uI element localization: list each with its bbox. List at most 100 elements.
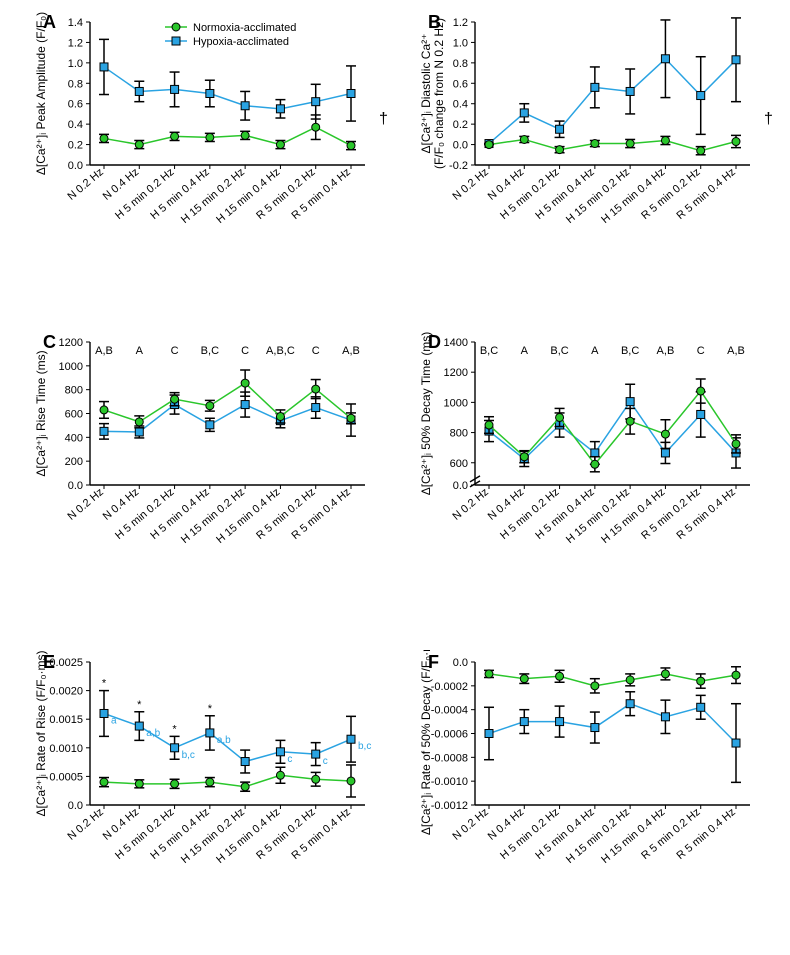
y-tick-label: -0.0004 bbox=[431, 705, 468, 717]
svg-text:H 15 min 0.4 Hz: H 15 min 0.4 Hz bbox=[599, 806, 667, 866]
marker-circle bbox=[520, 135, 528, 143]
group-letter: A,B,C bbox=[266, 345, 295, 357]
y-tick-label: 600 bbox=[450, 458, 468, 470]
svg-text:(F/F₀ change from N 0.2 Hz): (F/F₀ change from N 0.2 Hz) bbox=[432, 18, 446, 169]
marker-circle bbox=[100, 778, 108, 786]
marker-circle bbox=[135, 418, 143, 426]
sig-star: * bbox=[102, 678, 107, 690]
y-tick-label: -0.0002 bbox=[431, 681, 468, 693]
svg-text:Δ[Ca²⁺]ᵢ 50% Decay Time (ms): Δ[Ca²⁺]ᵢ 50% Decay Time (ms) bbox=[420, 332, 433, 496]
svg-text:H 15 min 0.2 Hz: H 15 min 0.2 Hz bbox=[564, 486, 632, 546]
dagger-annot: † bbox=[764, 111, 773, 128]
y-tick-label: 1000 bbox=[59, 361, 83, 373]
marker-square bbox=[661, 55, 669, 63]
y-tick-label: 0.0 bbox=[453, 140, 468, 152]
y-tick-label: 0.0015 bbox=[49, 714, 83, 726]
svg-text:H 15 min 0.2 Hz: H 15 min 0.2 Hz bbox=[179, 486, 247, 546]
marker-square bbox=[591, 83, 599, 91]
marker-circle bbox=[485, 670, 493, 678]
marker-circle bbox=[520, 675, 528, 683]
legend-marker bbox=[172, 23, 180, 31]
y-tick-label: 0.0 bbox=[68, 480, 83, 492]
marker-square bbox=[347, 90, 355, 98]
marker-circle bbox=[591, 460, 599, 468]
y-tick-label: 0.6 bbox=[453, 78, 468, 90]
marker-square bbox=[312, 98, 320, 106]
y-tick-label: 0.0020 bbox=[49, 686, 83, 698]
marker-circle bbox=[276, 141, 284, 149]
svg-text:H 15 min 0.2 Hz: H 15 min 0.2 Hz bbox=[179, 806, 247, 866]
series-line bbox=[489, 59, 736, 144]
marker-circle bbox=[556, 413, 564, 421]
marker-circle bbox=[312, 123, 320, 131]
group-letter: A bbox=[591, 345, 599, 357]
svg-text:H 15 min 0.2 Hz: H 15 min 0.2 Hz bbox=[564, 806, 632, 866]
panel-b: B-0.20.00.20.40.60.81.01.2Δ[Ca²⁺]ᵢ Diast… bbox=[420, 10, 790, 315]
marker-circle bbox=[276, 771, 284, 779]
marker-circle bbox=[241, 379, 249, 387]
marker-circle bbox=[732, 440, 740, 448]
y-tick-label: 0.2 bbox=[68, 140, 83, 152]
sig-star: * bbox=[137, 699, 142, 711]
marker-circle bbox=[626, 417, 634, 425]
panel-c: C0.020040060080010001200Δ[Ca²⁺]ᵢ Rise Ti… bbox=[35, 330, 430, 635]
group-letter: A,B bbox=[342, 345, 360, 357]
marker-circle bbox=[135, 780, 143, 788]
svg-text:Δ[Ca²⁺]ᵢ Rate of Rise (F/F₀·ms: Δ[Ca²⁺]ᵢ Rate of Rise (F/F₀·ms) bbox=[35, 651, 48, 817]
svg-text:Δ[Ca²⁺]ᵢ Rise Time (ms): Δ[Ca²⁺]ᵢ Rise Time (ms) bbox=[35, 350, 48, 476]
svg-text:H 15 min 0.4 Hz: H 15 min 0.4 Hz bbox=[214, 806, 282, 866]
post-hoc-letter: a bbox=[111, 715, 117, 726]
post-hoc-letter: b,c bbox=[182, 750, 195, 761]
y-tick-label: -0.2 bbox=[449, 160, 468, 172]
marker-circle bbox=[312, 775, 320, 783]
marker-square bbox=[171, 85, 179, 93]
marker-square bbox=[276, 105, 284, 113]
group-letter: C bbox=[171, 345, 179, 357]
marker-circle bbox=[241, 131, 249, 139]
group-letter: C bbox=[241, 345, 249, 357]
marker-square bbox=[661, 713, 669, 721]
y-axis-title: Δ[Ca²⁺]ᵢ Rate of Rise (F/F₀·ms) bbox=[35, 651, 48, 817]
marker-square bbox=[591, 449, 599, 457]
marker-square bbox=[206, 90, 214, 98]
x-tick-label: H 15 min 0.4 Hz bbox=[599, 486, 667, 546]
marker-circle bbox=[347, 142, 355, 150]
y-tick-label: 0.4 bbox=[68, 119, 83, 131]
marker-circle bbox=[100, 406, 108, 414]
x-tick-label: H 15 min 0.2 Hz bbox=[179, 486, 247, 546]
group-letter: B,C bbox=[550, 345, 568, 357]
panel-a: A0.00.20.40.60.81.01.21.4Δ[Ca²⁺]ᵢ Peak A… bbox=[35, 10, 430, 315]
y-tick-label: 1.0 bbox=[453, 37, 468, 49]
group-letter: A,B bbox=[657, 345, 675, 357]
marker-square bbox=[556, 125, 564, 133]
post-hoc-letter: b,c bbox=[358, 741, 371, 752]
marker-square bbox=[697, 92, 705, 100]
svg-text:H 15 min 0.2 Hz: H 15 min 0.2 Hz bbox=[564, 166, 632, 226]
marker-square bbox=[520, 718, 528, 726]
marker-circle bbox=[661, 430, 669, 438]
group-letter: B,C bbox=[201, 345, 219, 357]
marker-circle bbox=[100, 134, 108, 142]
marker-circle bbox=[520, 453, 528, 461]
marker-circle bbox=[556, 672, 564, 680]
x-tick-label: H 15 min 0.4 Hz bbox=[599, 166, 667, 226]
marker-square bbox=[241, 401, 249, 409]
marker-circle bbox=[556, 146, 564, 154]
panel-e: E0.00.00050.00100.00150.00200.0025Δ[Ca²⁺… bbox=[35, 650, 430, 955]
x-tick-label: H 15 min 0.2 Hz bbox=[564, 486, 632, 546]
marker-square bbox=[591, 724, 599, 732]
y-tick-label: 0.8 bbox=[68, 78, 83, 90]
y-tick-label: 0.0005 bbox=[49, 771, 83, 783]
y-tick-label: 1400 bbox=[444, 337, 468, 349]
panel-f: F-0.0012-0.0010-0.0008-0.0006-0.0004-0.0… bbox=[420, 650, 790, 955]
marker-square bbox=[241, 758, 249, 766]
marker-circle bbox=[171, 395, 179, 403]
y-tick-label: -0.0008 bbox=[431, 752, 468, 764]
post-hoc-letter: a,b bbox=[146, 728, 160, 739]
marker-square bbox=[732, 739, 740, 747]
x-tick-label: H 15 min 0.2 Hz bbox=[179, 806, 247, 866]
marker-square bbox=[697, 703, 705, 711]
marker-circle bbox=[697, 387, 705, 395]
svg-text:H 15 min 0.4 Hz: H 15 min 0.4 Hz bbox=[214, 166, 282, 226]
marker-square bbox=[100, 63, 108, 71]
